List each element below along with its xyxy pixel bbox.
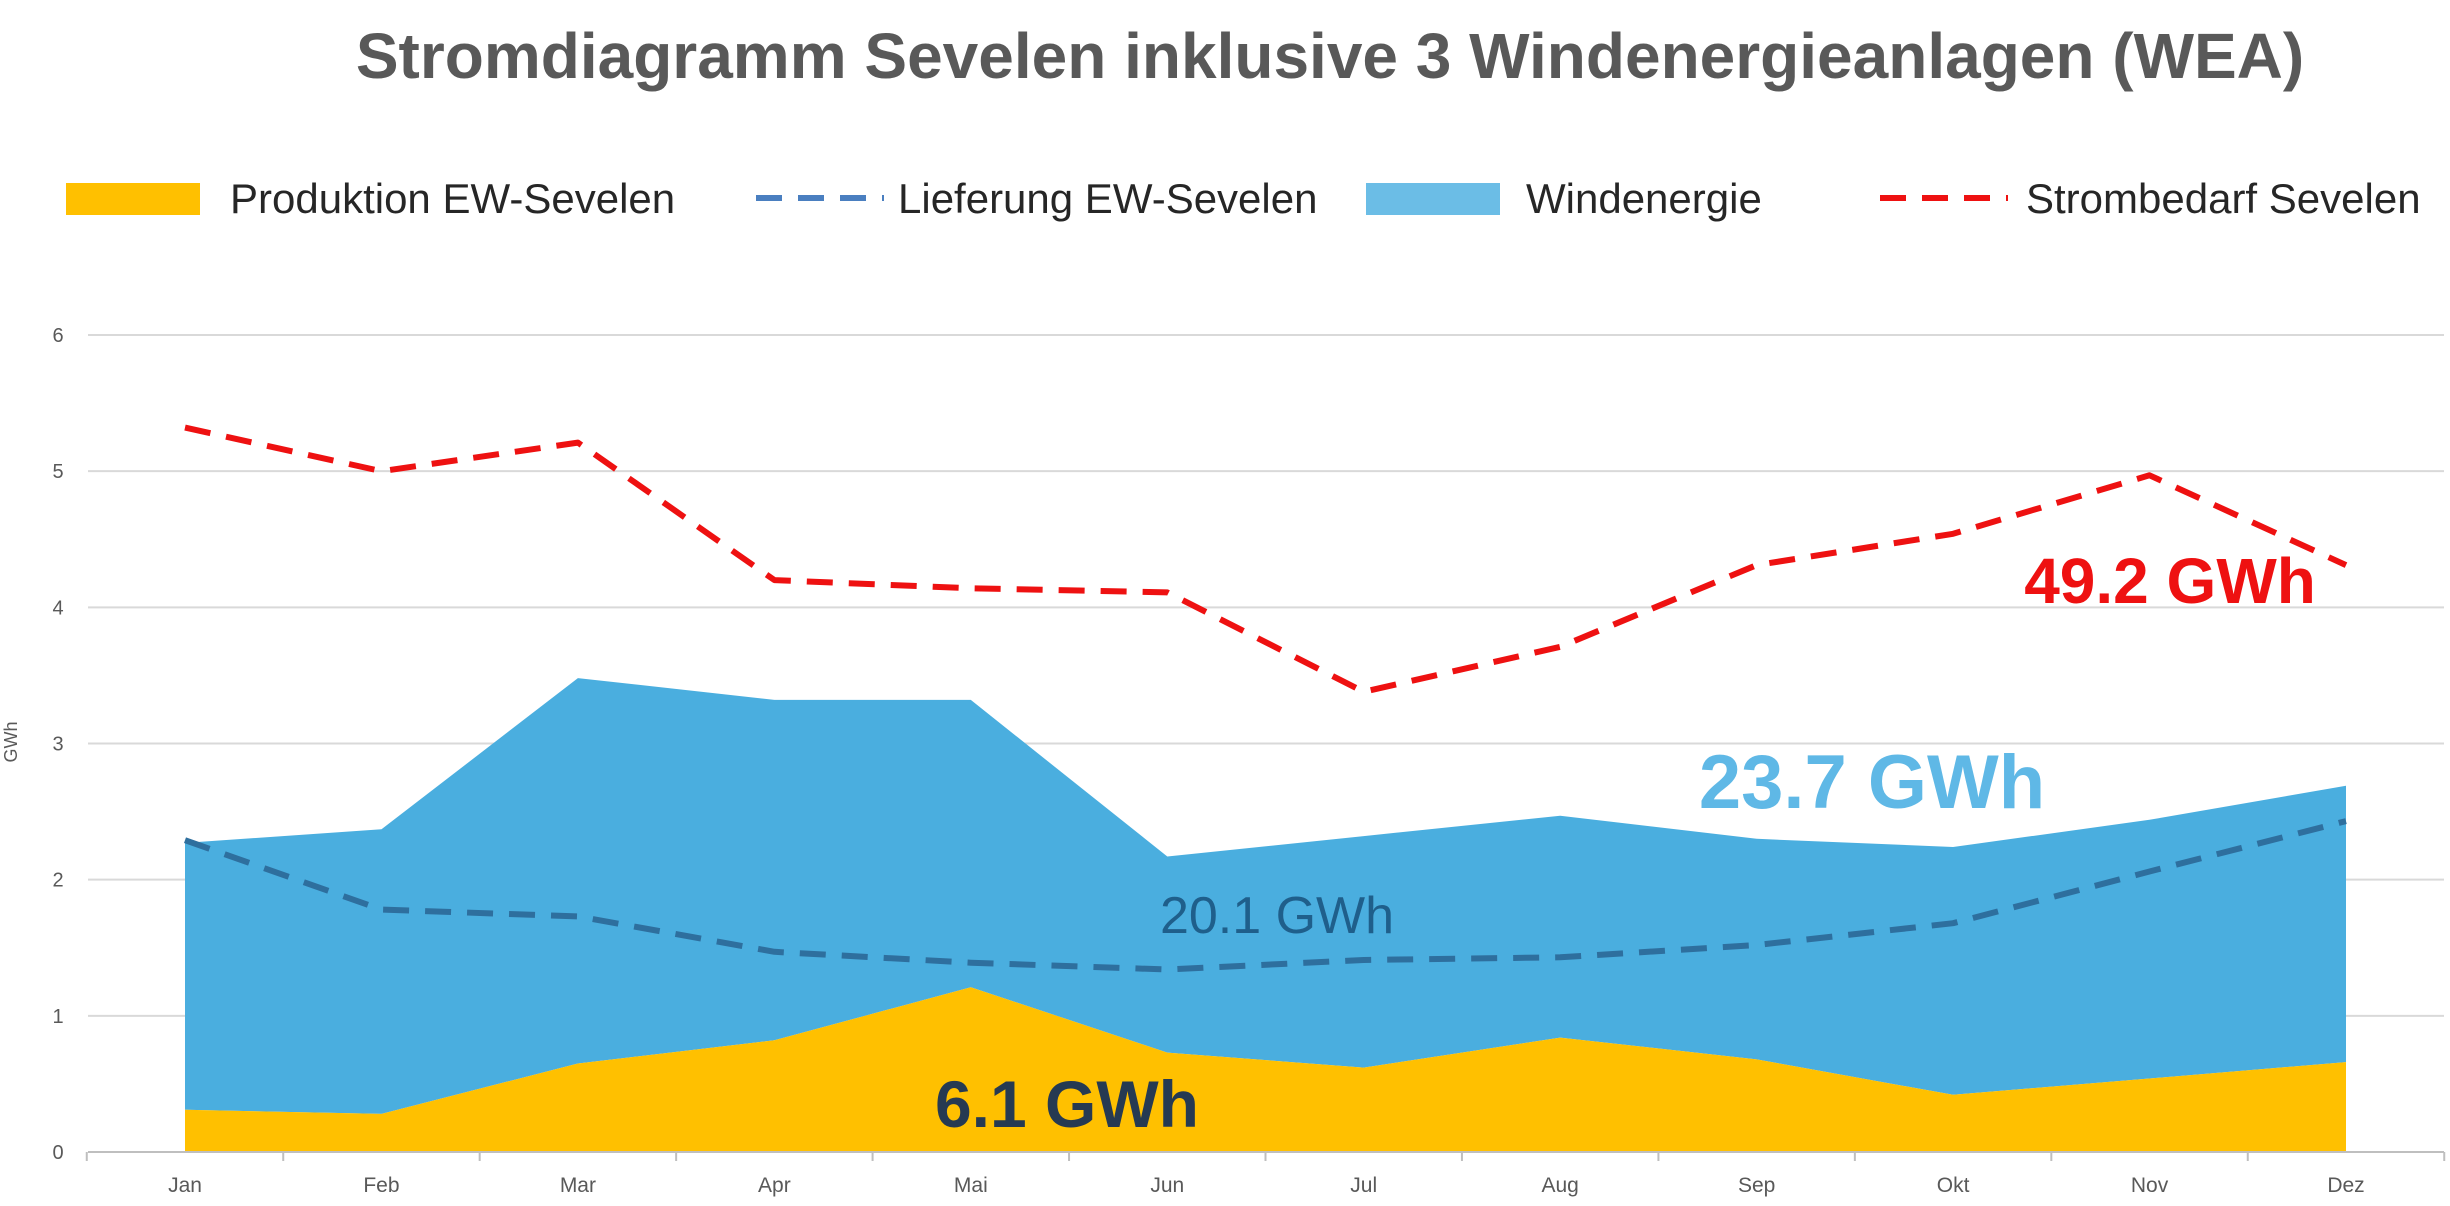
x-axis <box>85 1151 2446 1161</box>
annotation-label: 20.1 GWh <box>1160 887 1394 945</box>
x-tick-label: Feb <box>363 1174 399 1197</box>
legend-label: Strombedarf Sevelen <box>2026 175 2421 222</box>
y-tick-label: 5 <box>52 461 63 483</box>
legend-label: Lieferung EW-Sevelen <box>898 175 1317 222</box>
annotation-label: 6.1 GWh <box>935 1067 1199 1141</box>
x-axis-ticks: Jan Feb Mar Apr Mai Jun Jul Aug Sep Okt Nov Dez <box>168 1174 2365 1197</box>
y-tick-label: 1 <box>52 1006 63 1028</box>
line-series <box>184 424 2348 973</box>
x-tick-label: Mar <box>560 1174 596 1197</box>
annotation-label: 49.2 GWh <box>2024 545 2316 617</box>
legend: Produktion EW-Sevelen Lieferung EW-Sevele… <box>66 175 2421 222</box>
x-tick-label: Jun <box>1150 1174 1184 1197</box>
y-tick-label: 3 <box>52 734 63 756</box>
legend-swatch <box>1366 183 1500 215</box>
x-tick-label: Aug <box>1541 1174 1578 1197</box>
x-tick-label: Jan <box>168 1174 202 1197</box>
y-tick-label: 4 <box>52 597 63 619</box>
legend-label: Produktion EW-Sevelen <box>230 175 675 222</box>
x-tick-label: Mai <box>954 1174 988 1197</box>
x-tick-label: Jul <box>1350 1174 1377 1197</box>
line-strombedarf-sevelen <box>184 424 2348 695</box>
chart-title: Stromdiagramm Sevelen inklusive 3 Winden… <box>356 20 2304 92</box>
x-tick-label: Apr <box>758 1174 791 1197</box>
area-windenergie <box>185 678 2346 1114</box>
annotations: 49.2 GWh 23.7 GWh 20.1 GWh 6.1 GWh <box>935 545 2316 1141</box>
area-produktion <box>185 987 2346 1152</box>
legend-label: Windenergie <box>1526 175 1762 222</box>
x-tick-label: Okt <box>1937 1174 1970 1197</box>
x-tick-label: Dez <box>2327 1174 2364 1197</box>
y-tick-label: 2 <box>52 870 63 892</box>
y-tick-label: 0 <box>52 1142 63 1164</box>
y-axis-label: GWh <box>1 721 21 762</box>
line-lieferung-ew-sevelen <box>184 818 2347 973</box>
legend-swatch <box>66 183 200 215</box>
y-axis-ticks: 0 1 2 3 4 5 6 <box>52 325 63 1164</box>
x-tick-label: Nov <box>2131 1174 2169 1197</box>
y-tick-label: 6 <box>52 325 63 347</box>
area-series <box>185 678 2346 1152</box>
x-tick-label: Sep <box>1738 1174 1775 1197</box>
annotation-label: 23.7 GWh <box>1699 740 2045 825</box>
